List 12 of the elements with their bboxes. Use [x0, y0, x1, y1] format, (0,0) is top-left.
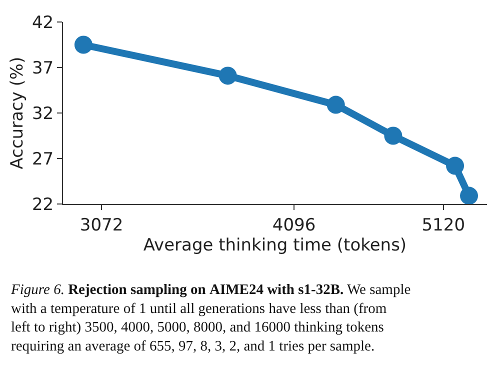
caption: Figure 6.: [10, 282, 64, 298]
x-tick-label: 5120: [422, 215, 466, 236]
text: Rejection sampling on AIME24 with s1-32B.: [68, 282, 344, 298]
y-tick-label: 32: [32, 104, 54, 124]
y-axis-title: Accuracy (%): [8, 56, 28, 170]
y-tick-label: 42: [32, 12, 54, 33]
x-tick-label: 3072: [80, 215, 124, 236]
x-tick-label: 4096: [272, 215, 316, 236]
x-axis-title: Average thinking time (tokens): [143, 235, 407, 256]
y-tick-label: 27: [32, 149, 54, 170]
y-tick-label: 22: [32, 194, 54, 215]
y-tick-label: 37: [32, 58, 54, 78]
